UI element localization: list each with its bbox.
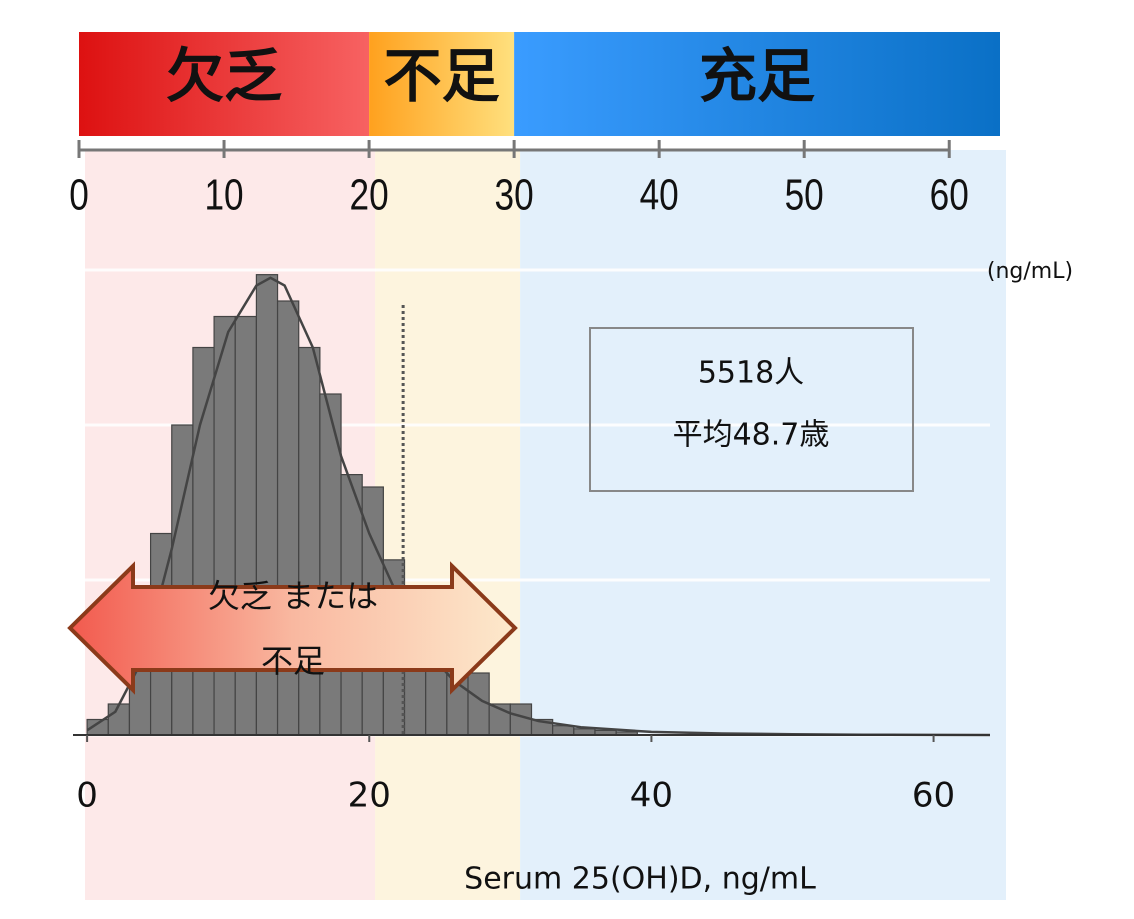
top-tick-label: 20 bbox=[350, 171, 389, 220]
bar bbox=[234, 315, 258, 736]
range-band bbox=[514, 32, 1000, 136]
x-tick-label: 0 bbox=[76, 776, 98, 816]
top-tick-label: 50 bbox=[785, 171, 824, 220]
top-tick-label: 30 bbox=[495, 171, 534, 220]
x-tick-label: 40 bbox=[630, 776, 673, 816]
info-age: 平均48.7歳 bbox=[673, 418, 830, 453]
range-band-label: 欠乏 bbox=[166, 42, 282, 110]
band-background bbox=[375, 150, 521, 900]
info-count: 5518人 bbox=[698, 356, 804, 391]
bar bbox=[552, 725, 575, 736]
info-box bbox=[589, 327, 914, 492]
bar bbox=[213, 315, 236, 736]
band-background bbox=[520, 150, 1006, 900]
arrow-label: 欠乏 または bbox=[208, 577, 378, 615]
top-tick-label: 40 bbox=[640, 171, 679, 220]
top-tick-label: 0 bbox=[69, 171, 89, 220]
range-arrow bbox=[67, 561, 518, 695]
bar bbox=[192, 346, 215, 736]
range-band-label: 充足 bbox=[699, 42, 815, 110]
x-tick-label: 60 bbox=[912, 776, 955, 816]
top-tick-label: 10 bbox=[204, 171, 243, 220]
bar bbox=[467, 672, 490, 736]
x-tick-label: 20 bbox=[348, 776, 391, 816]
top-tick-label: 60 bbox=[930, 171, 969, 220]
range-band bbox=[369, 32, 515, 136]
arrow-label: 不足 bbox=[261, 642, 325, 680]
range-band-label: 不足 bbox=[384, 42, 500, 110]
unit-label: (ng/mL) bbox=[987, 259, 1073, 284]
range-band bbox=[79, 32, 370, 136]
x-axis-title: Serum 25(OH)D, ng/mL bbox=[464, 862, 816, 897]
bar bbox=[107, 703, 131, 736]
